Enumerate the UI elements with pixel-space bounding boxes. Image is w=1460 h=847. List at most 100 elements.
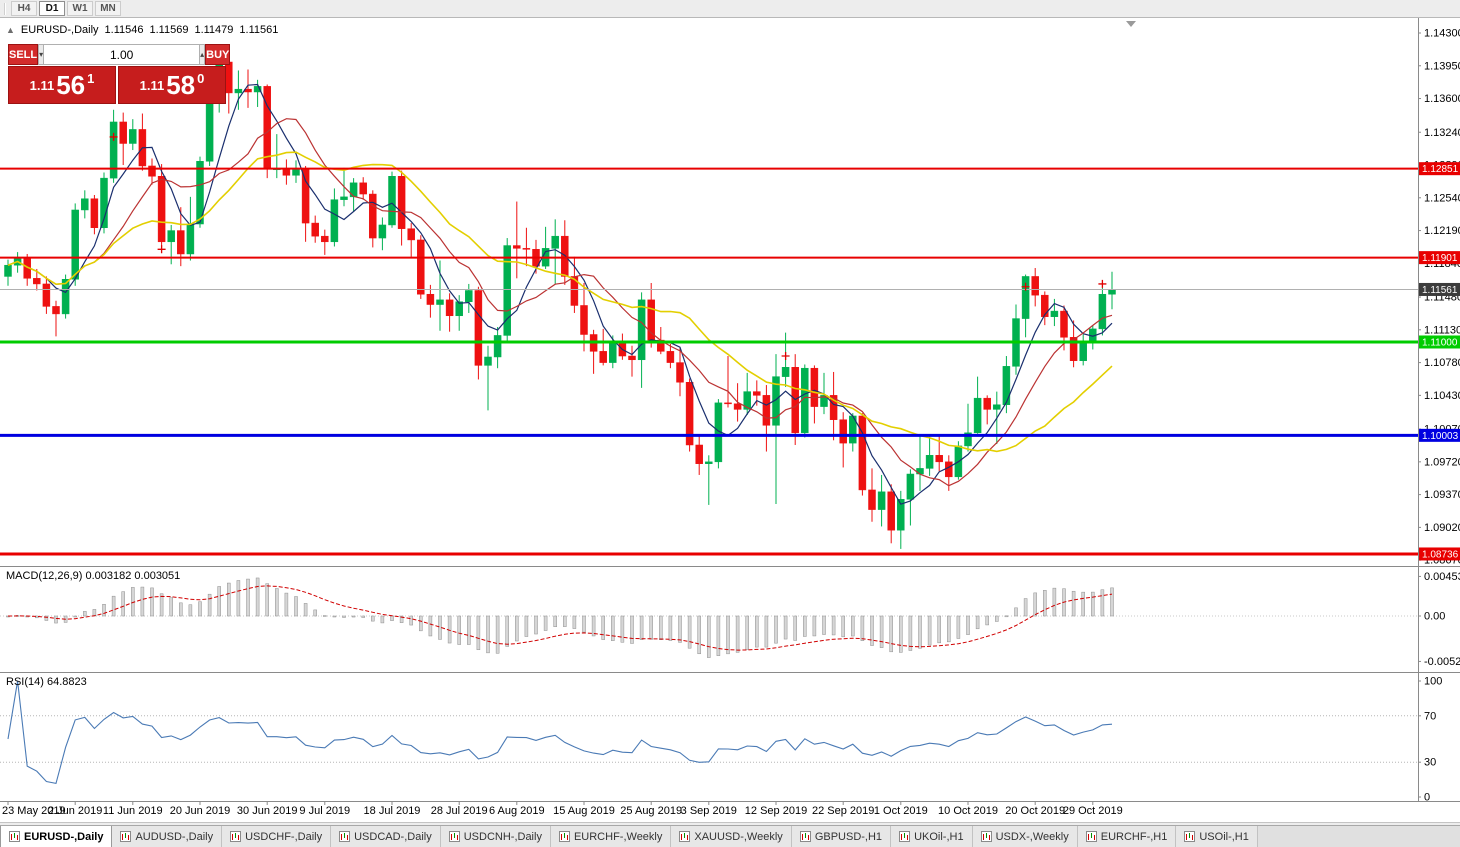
chart-tab-gbpusd-h1[interactable]: GBPUSD-,H1	[791, 826, 892, 847]
svg-text:1.08736: 1.08736	[1422, 549, 1459, 560]
date-axis-label: 2 Jun 2019	[48, 805, 102, 817]
date-axis-label: 23 May 2019	[2, 805, 66, 817]
timeframe-button-w1[interactable]: W1	[67, 1, 93, 16]
buy-price-display[interactable]: 1.11 58 0	[118, 66, 226, 104]
macd-axis-label: -0.005205	[1424, 656, 1460, 668]
chart-tab-eurchf-h1[interactable]: EURCHF-,H1	[1077, 826, 1177, 847]
tab-label: UKOil-,H1	[914, 830, 964, 843]
date-axis-label: 9 Jul 2019	[299, 805, 350, 817]
svg-text:1.11901: 1.11901	[1422, 253, 1458, 264]
tab-label: USOil-,H1	[1199, 830, 1249, 843]
chart-shift-marker-icon[interactable]	[1126, 21, 1136, 27]
chart-symbol: EURUSD-,Daily	[20, 24, 99, 36]
tab-chart-icon	[230, 831, 242, 842]
chart-tab-usdcnh-daily[interactable]: USDCNH-,Daily	[440, 826, 551, 847]
price-axis-label: 1.09720	[1424, 456, 1460, 468]
chart-tab-usdx-weekly[interactable]: USDX-,Weekly	[972, 826, 1078, 847]
trade-marker-cross	[1021, 282, 1030, 291]
date-axis-label: 18 Jul 2019	[364, 805, 421, 817]
tab-chart-icon	[339, 831, 351, 842]
volume-decrease-button[interactable]: ▾	[38, 44, 45, 65]
timeframe-button-mn[interactable]: MN	[95, 1, 121, 16]
chart-tab-xauusd-weekly[interactable]: XAUUSD-,Weekly	[671, 826, 792, 847]
date-axis-label: 6 Aug 2019	[489, 805, 545, 817]
price-axis-label: 1.12540	[1424, 192, 1460, 204]
chart-tab-audusd-daily[interactable]: AUDUSD-,Daily	[112, 826, 223, 847]
chart-tab-eurchf-weekly[interactable]: EURCHF-,Weekly	[550, 826, 672, 847]
sell-price-display[interactable]: 1.11 56 1	[8, 66, 116, 104]
date-axis-label: 3 Sep 2019	[681, 805, 737, 817]
tab-chart-icon	[558, 831, 570, 842]
price-axis-label: 1.10780	[1424, 357, 1460, 369]
macd-indicator	[0, 577, 1418, 658]
rsi-axis-label: 70	[1424, 710, 1436, 722]
tab-chart-icon	[1184, 831, 1196, 842]
timeframe-button-d1[interactable]: D1	[39, 1, 65, 16]
sell-price-pip: 1	[87, 71, 95, 86]
ohlc-close: 1.11561	[239, 24, 279, 36]
buy-price-pip: 0	[197, 71, 205, 86]
sell-price-prefix: 1.11	[29, 77, 55, 93]
timeframe-buttons: H4 D1 W1 MN	[11, 1, 121, 16]
date-axis-label: 12 Sep 2019	[745, 805, 807, 817]
chart-tab-bar: EURUSD-,Daily AUDUSD-,Daily USDCHF-,Daily U…	[0, 825, 1460, 847]
eurusd-daily-chart: 1.143001.139501.136001.132401.128901.125…	[0, 18, 1460, 822]
volume-input[interactable]	[44, 44, 200, 65]
chart-ohlc-header: ▲ EURUSD-,Daily 1.11546 1.11569 1.11479 …	[6, 24, 278, 36]
buy-price-main: 58	[166, 70, 196, 100]
toolbar-separator	[4, 2, 6, 15]
volume-increase-button[interactable]: ▴	[199, 44, 206, 65]
date-axis-label: 15 Aug 2019	[553, 805, 615, 817]
timeframe-toolbar: H4 D1 W1 MN	[0, 0, 1460, 18]
price-tag-1.11000	[1419, 335, 1460, 349]
price-axis-label: 1.14300	[1424, 28, 1460, 40]
macd-axis-label: 0.00	[1424, 611, 1445, 623]
tab-label: GBPUSD-,H1	[814, 830, 883, 843]
tab-label: XAUUSD-,Weekly	[694, 830, 783, 843]
chart-tab-usdchf-daily[interactable]: USDCHF-,Daily	[222, 826, 332, 847]
status-strip	[0, 822, 1460, 825]
chart-tab-eurusd-daily[interactable]: EURUSD-,Daily	[0, 826, 113, 847]
tab-label: EURCHF-,Weekly	[573, 830, 663, 843]
tab-chart-icon	[980, 831, 992, 842]
date-axis-label: 22 Sep 2019	[812, 805, 874, 817]
date-axis-label: 29 Oct 2019	[1063, 805, 1123, 817]
trade-marker-cross	[109, 132, 118, 141]
rsi-axis-label: 0	[1424, 792, 1430, 804]
current-price-tag	[1419, 282, 1460, 296]
macd-signal-line	[7, 585, 1113, 651]
date-axis-label: 20 Oct 2019	[1005, 805, 1065, 817]
collapse-arrow-icon[interactable]: ▲	[6, 25, 15, 35]
chart-tab-usdcad-daily[interactable]: USDCAD-,Daily	[331, 826, 441, 847]
date-axis-label: 11 Jun 2019	[103, 805, 163, 817]
chart-tab-ukoil-h1[interactable]: UKOil-,H1	[891, 826, 973, 847]
price-tag-1.11901	[1419, 251, 1460, 265]
svg-text:1.11000: 1.11000	[1422, 337, 1458, 348]
tab-label: USDCHF-,Daily	[245, 830, 323, 843]
tab-chart-icon	[9, 831, 20, 842]
tab-label: EURUSD-,Daily	[24, 830, 104, 843]
date-axis-label: 10 Oct 2019	[938, 805, 998, 817]
rsi-indicator	[0, 680, 1418, 785]
sell-button[interactable]: SELL	[8, 44, 39, 65]
ma-20-line	[7, 151, 1113, 453]
tab-label: USDCNH-,Daily	[463, 830, 542, 843]
tab-chart-icon	[679, 831, 691, 842]
timeframe-button-h4[interactable]: H4	[11, 1, 37, 16]
chart-tab-usoil-h1[interactable]: USOil-,H1	[1176, 826, 1258, 847]
buy-button[interactable]: BUY	[205, 44, 231, 65]
date-axis-label: 1 Oct 2019	[874, 805, 928, 817]
svg-text:1.10003: 1.10003	[1422, 431, 1459, 442]
price-axis-label: 1.13600	[1424, 93, 1460, 105]
svg-text:1.12851: 1.12851	[1422, 164, 1459, 175]
buy-price-prefix: 1.11	[139, 77, 165, 93]
tab-label: USDCAD-,Daily	[354, 830, 432, 843]
tab-chart-icon	[899, 831, 911, 842]
date-axis-label: 20 Jun 2019	[170, 805, 231, 817]
price-axis-label: 1.13240	[1424, 127, 1460, 139]
rsi-line	[7, 680, 1113, 785]
price-axis-label: 1.10430	[1424, 390, 1460, 402]
moving-averages	[7, 83, 1113, 505]
